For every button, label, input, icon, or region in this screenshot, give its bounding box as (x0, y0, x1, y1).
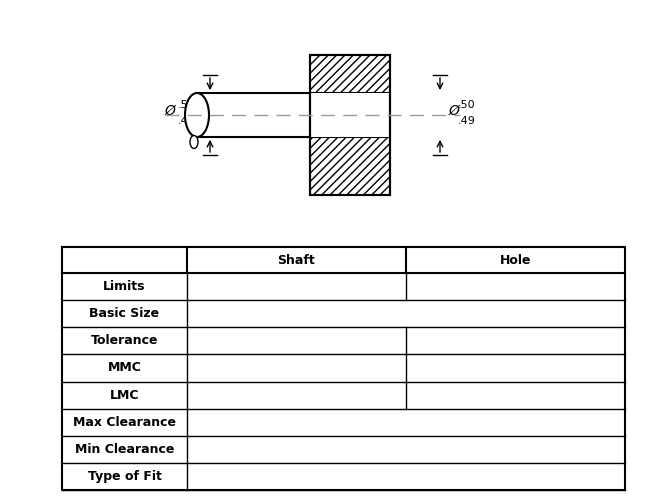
Polygon shape (310, 55, 390, 93)
Text: Ø: Ø (164, 104, 175, 118)
Text: MMC: MMC (107, 361, 142, 374)
Text: Basic Size: Basic Size (89, 307, 160, 320)
Text: Max Clearance: Max Clearance (73, 415, 176, 429)
Text: Tolerance: Tolerance (91, 334, 158, 347)
Text: .47: .47 (178, 116, 196, 126)
Text: .51: .51 (178, 100, 196, 110)
Ellipse shape (185, 93, 209, 137)
Ellipse shape (190, 136, 198, 149)
Text: .50: .50 (458, 100, 476, 110)
Polygon shape (310, 137, 390, 195)
Text: Ø: Ø (448, 104, 459, 118)
Text: LMC: LMC (110, 389, 140, 402)
Text: .49: .49 (458, 116, 476, 126)
Text: Limits: Limits (103, 280, 146, 293)
Text: Min Clearance: Min Clearance (74, 443, 174, 456)
Polygon shape (310, 93, 390, 137)
Text: Type of Fit: Type of Fit (87, 470, 162, 483)
Text: Hole: Hole (500, 253, 531, 266)
Text: Shaft: Shaft (278, 253, 315, 266)
